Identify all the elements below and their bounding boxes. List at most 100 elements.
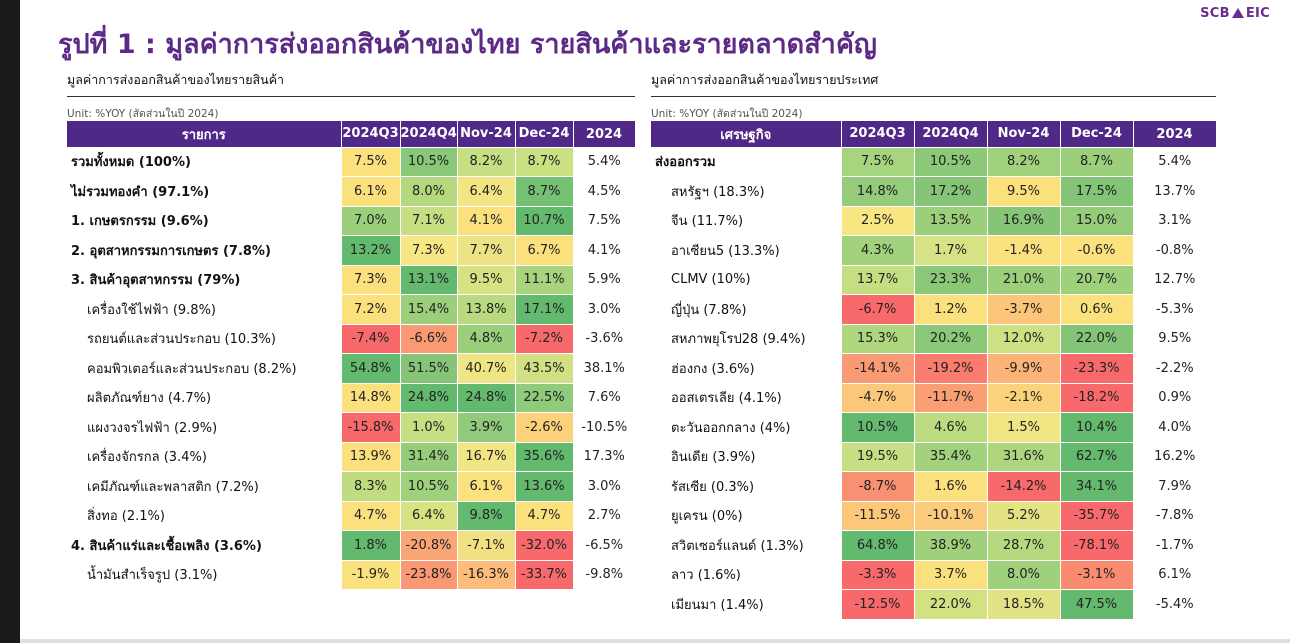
column-header: รายการ <box>67 121 342 147</box>
annual-value-cell: 4.0% <box>1158 419 1192 435</box>
heat-cell: 62.7% <box>1059 441 1134 472</box>
column-header: เศรษฐกิจ <box>651 121 842 147</box>
heat-cell: -9.9% <box>986 353 1061 384</box>
logo-triangle-icon <box>1231 8 1244 18</box>
product-table-header: รายการ 2024Q3 2024Q4 Nov-24 Dec-24 2024 <box>67 121 636 147</box>
annual-value-cell: -6.5% <box>585 537 624 553</box>
table-row: ผลิตภัณฑ์ยาง (4.7%) 14.8% 24.8% 24.8% 22.5% 7… <box>67 382 635 413</box>
table-row: เครื่องใช้ไฟฟ้า (9.8%) 7.2% 15.4% 13.8% 17.1… <box>67 294 635 325</box>
table-row: อาเซียน5 (13.3%) 4.3% 1.7% -1.4% -0.6% -0.8% <box>651 235 1216 266</box>
row-label: 1. เกษตรกรรม (9.6%) <box>71 214 209 230</box>
column-header: Dec-24 <box>1060 121 1134 147</box>
heat-cell: 35.4% <box>913 441 988 472</box>
heat-cell: 9.5% <box>986 176 1061 207</box>
row-label: ลาว (1.6%) <box>671 568 741 584</box>
heat-cell: -2.6% <box>514 412 574 443</box>
heat-cell: 23.3% <box>913 264 988 295</box>
column-header: Nov-24 <box>457 121 516 147</box>
heat-cell: 13.1% <box>399 264 458 295</box>
annual-value-cell: -0.8% <box>1155 242 1194 258</box>
heat-cell: 4.3% <box>840 235 915 266</box>
heat-cell: -14.1% <box>840 353 915 384</box>
annual-value-cell: 3.0% <box>587 301 621 317</box>
heat-cell: 6.7% <box>514 235 574 266</box>
heat-cell: -18.2% <box>1059 382 1134 413</box>
heat-cell: 5.2% <box>986 500 1061 531</box>
heat-cell: -1.9% <box>340 559 401 590</box>
heat-cell: 24.8% <box>456 382 516 413</box>
heat-cell: 1.5% <box>986 412 1061 443</box>
table-row: จีน (11.7%) 2.5% 13.5% 16.9% 15.0% 3.1% <box>651 205 1216 236</box>
heat-cell: 8.2% <box>456 146 516 177</box>
heat-cell: -6.7% <box>840 294 915 325</box>
heat-cell: -12.5% <box>840 589 915 620</box>
heat-cell: 1.6% <box>913 471 988 502</box>
column-header: Nov-24 <box>987 121 1061 147</box>
country-table-header: เศรษฐกิจ 2024Q3 2024Q4 Nov-24 Dec-24 2024 <box>651 121 1217 147</box>
row-label: สวิตเซอร์แลนด์ (1.3%) <box>671 538 804 554</box>
heat-cell: 22.5% <box>514 382 574 413</box>
table-row: สิ่งทอ (2.1%) 4.7% 6.4% 9.8% 4.7% 2.7% <box>67 500 635 531</box>
heat-cell: 17.1% <box>514 294 574 325</box>
heat-cell: -10.1% <box>913 500 988 531</box>
table-row: ลาว (1.6%) -3.3% 3.7% 8.0% -3.1% 6.1% <box>651 559 1216 590</box>
heat-cell: 4.6% <box>913 412 988 443</box>
row-label: ออสเตรเลีย (4.1%) <box>671 391 782 407</box>
heat-cell: 8.3% <box>340 471 401 502</box>
table-row: คอมพิวเตอร์และส่วนประกอบ (8.2%) 54.8% 51.5… <box>67 353 635 384</box>
row-label: ยูเครน (0%) <box>671 509 743 525</box>
table-row: รถยนต์และส่วนประกอบ (10.3%) -7.4% -6.6% 4.8… <box>67 323 635 354</box>
row-label: 4. สินค้าแร่และเชื้อเพลิง (3.6%) <box>71 538 262 554</box>
heat-cell: 4.1% <box>456 205 516 236</box>
annual-value-cell: 16.2% <box>1154 449 1196 465</box>
heat-cell: 18.5% <box>986 589 1061 620</box>
heat-cell: -2.1% <box>986 382 1061 413</box>
table-row: เมียนมา (1.4%) -12.5% 22.0% 18.5% 47.5% -5.4% <box>651 589 1216 620</box>
page-title: รูปที่ 1 : มูลค่าการส่งออกสินค้าของไทย ร… <box>58 29 877 60</box>
row-label: ญี่ปุ่น (7.8%) <box>671 302 747 318</box>
heat-cell: 13.9% <box>340 441 401 472</box>
heat-cell: 1.2% <box>913 294 988 325</box>
heat-cell: -14.2% <box>986 471 1061 502</box>
row-label: ส่งออกรวม <box>655 155 716 171</box>
heat-cell: -7.2% <box>514 323 574 354</box>
table-row: 3. สินค้าอุตสาหกรรม (79%) 7.3% 13.1% 9.5% 11… <box>67 264 635 295</box>
row-label: สหรัฐฯ (18.3%) <box>671 184 765 200</box>
left-edge-border <box>0 0 20 643</box>
annual-value-cell: 4.1% <box>587 242 621 258</box>
table-row: รัสเซีย (0.3%) -8.7% 1.6% -14.2% 34.1% 7.9% <box>651 471 1216 502</box>
table-row: ญี่ปุ่น (7.8%) -6.7% 1.2% -3.7% 0.6% -5.3% <box>651 294 1216 325</box>
row-label: แผงวงจรไฟฟ้า (2.9%) <box>87 420 218 436</box>
heat-cell: 13.2% <box>340 235 401 266</box>
row-label: จีน (11.7%) <box>671 214 744 230</box>
heat-cell: 43.5% <box>514 353 574 384</box>
heat-cell: 31.4% <box>399 441 458 472</box>
row-label: รวมทั้งหมด (100%) <box>71 155 191 171</box>
row-label: เครื่องใช้ไฟฟ้า (9.8%) <box>87 302 216 318</box>
heat-cell: 10.5% <box>913 146 988 177</box>
annual-value-cell: 6.1% <box>1158 567 1192 583</box>
bottom-strip <box>20 639 1290 643</box>
heat-cell: 24.8% <box>399 382 458 413</box>
table-row: ไม่รวมทองคำ (97.1%) 6.1% 8.0% 6.4% 8.7% 4.5% <box>67 176 635 207</box>
heat-cell: -23.8% <box>399 559 458 590</box>
row-label: เครื่องจักรกล (3.4%) <box>87 450 207 466</box>
heat-cell: 13.6% <box>514 471 574 502</box>
heat-cell: 38.9% <box>913 530 988 561</box>
brand-logo: SCB EIC <box>1200 6 1270 21</box>
table-row: เครื่องจักรกล (3.4%) 13.9% 31.4% 16.7% 35.6%… <box>67 441 635 472</box>
heat-cell: -11.7% <box>913 382 988 413</box>
heat-cell: 13.5% <box>913 205 988 236</box>
heat-cell: -0.6% <box>1059 235 1134 266</box>
heat-cell: 64.8% <box>840 530 915 561</box>
heat-cell: 7.0% <box>340 205 401 236</box>
heat-cell: 9.5% <box>456 264 516 295</box>
heat-cell: 17.5% <box>1059 176 1134 207</box>
annual-value-cell: 7.9% <box>1158 478 1192 494</box>
heat-cell: 6.1% <box>340 176 401 207</box>
heat-cell: 21.0% <box>986 264 1061 295</box>
product-table-body: รวมทั้งหมด (100%) 7.5% 10.5% 8.2% 8.7% 5.4% ไม… <box>67 146 635 590</box>
heat-cell: -33.7% <box>514 559 574 590</box>
heat-cell: 8.0% <box>986 559 1061 590</box>
heat-cell: 10.4% <box>1059 412 1134 443</box>
